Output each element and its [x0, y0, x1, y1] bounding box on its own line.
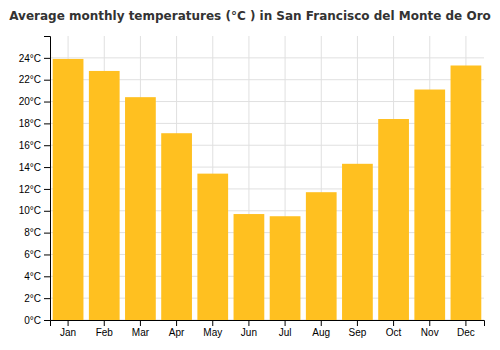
y-tick-mark	[44, 58, 50, 59]
y-tick: 12°C	[19, 184, 50, 195]
y-tick-label: 6°C	[24, 249, 41, 260]
bar	[451, 65, 482, 320]
x-tick-mark	[357, 320, 358, 326]
x-tick-mark	[140, 320, 141, 326]
y-tick: 2°C	[24, 293, 50, 304]
x-tick: Dec	[457, 320, 475, 338]
grid	[50, 36, 484, 320]
x-tick-label: Aug	[312, 327, 330, 338]
y-tick-mark	[44, 145, 50, 146]
bar	[89, 71, 120, 320]
x-tick-mark	[176, 320, 177, 326]
y-tick-label: 2°C	[24, 293, 41, 304]
y-tick-label: 10°C	[19, 205, 41, 216]
x-tick: Apr	[169, 320, 185, 338]
x-tick-label: Mar	[132, 327, 150, 338]
y-tick: 4°C	[24, 271, 50, 282]
x-tick: Feb	[96, 320, 114, 338]
x-tick-mark	[465, 320, 466, 326]
y-tick-mark	[44, 233, 50, 234]
x-tick-mark	[429, 320, 430, 326]
y-grid-line	[50, 57, 484, 58]
x-tick-mark	[285, 320, 286, 326]
y-tick-label: 14°C	[19, 162, 41, 173]
bar	[414, 90, 445, 320]
y-tick-label: 24°C	[19, 53, 41, 64]
bar	[234, 214, 265, 320]
x-tick: Aug	[312, 320, 330, 338]
x-axis-line	[51, 321, 485, 327]
y-tick-label: 12°C	[19, 184, 41, 195]
y-tick: 20°C	[19, 96, 50, 107]
x-tick: Jan	[60, 320, 76, 338]
bar	[125, 97, 156, 320]
y-tick-mark	[44, 123, 50, 124]
x-tick: Jun	[241, 320, 257, 338]
x-tick-label: Feb	[96, 327, 114, 338]
y-tick-label: 18°C	[19, 118, 41, 129]
y-tick-mark	[44, 298, 50, 299]
x-tick-label: Oct	[386, 327, 402, 338]
bar	[161, 133, 192, 320]
y-tick-label: 8°C	[24, 227, 41, 238]
bar	[270, 216, 301, 320]
y-tick-mark	[44, 80, 50, 81]
y-tick-label: 16°C	[19, 140, 41, 151]
x-axis: Jan Feb Mar Apr May Jun Jul Aug Sep Oct Nov Dec	[51, 320, 485, 338]
title: Average monthly temperatures (°C ) in Sa…	[9, 9, 491, 23]
x-tick-label: Jan	[60, 327, 76, 338]
y-tick-mark	[44, 254, 50, 255]
bar	[342, 164, 373, 320]
x-tick: Jul	[279, 320, 292, 338]
y-tick: 8°C	[24, 227, 50, 238]
x-tick: Nov	[421, 320, 439, 338]
bars	[53, 59, 482, 320]
y-tick: 10°C	[19, 205, 50, 216]
x-tick-mark	[321, 320, 322, 326]
y-tick: 14°C	[19, 162, 50, 173]
bar	[378, 119, 409, 320]
x-tick-label: Jun	[241, 327, 257, 338]
y-tick: 0°C	[24, 315, 50, 326]
y-tick-mark	[44, 320, 50, 321]
y-tick: 16°C	[19, 140, 50, 151]
chart: 0°C 2°C 4°C 6°C 8°C 10°C 12°C 14°C 16°C 18°C 20°C 2…	[0, 0, 500, 350]
x-tick: Oct	[386, 320, 402, 338]
x-tick-label: Jul	[279, 327, 292, 338]
x-tick-label: Dec	[457, 327, 475, 338]
x-tick-mark	[393, 320, 394, 326]
y-tick-label: 20°C	[19, 96, 41, 107]
y-tick-mark	[44, 102, 50, 103]
y-tick: 18°C	[19, 118, 50, 129]
x-tick: Sep	[349, 320, 367, 338]
x-tick-label: Sep	[349, 327, 367, 338]
y-tick-label: 4°C	[24, 271, 41, 282]
y-tick-label: 22°C	[19, 74, 41, 85]
y-tick: 22°C	[19, 74, 50, 85]
y-tick-label: 0°C	[24, 315, 41, 326]
y-tick: 24°C	[19, 53, 50, 64]
bar	[306, 192, 337, 320]
y-tick-mark	[44, 167, 50, 168]
y-tick: 6°C	[24, 249, 50, 260]
x-tick-label: Nov	[421, 327, 439, 338]
y-tick-mark	[44, 276, 50, 277]
y-axis: 0°C 2°C 4°C 6°C 8°C 10°C 12°C 14°C 16°C 18°C 20°C 2…	[19, 37, 51, 326]
bar	[53, 59, 84, 320]
y-tick-mark	[44, 189, 50, 190]
x-tick-mark	[104, 320, 105, 326]
x-tick-mark	[248, 320, 249, 326]
x-tick-label: Apr	[169, 327, 185, 338]
y-axis-line	[44, 37, 51, 321]
x-tick-label: May	[203, 327, 222, 338]
bar	[197, 174, 228, 320]
x-tick-mark	[212, 320, 213, 326]
x-tick: May	[203, 320, 222, 338]
y-tick-mark	[44, 211, 50, 212]
x-tick: Mar	[132, 320, 150, 338]
x-tick-mark	[68, 320, 69, 326]
